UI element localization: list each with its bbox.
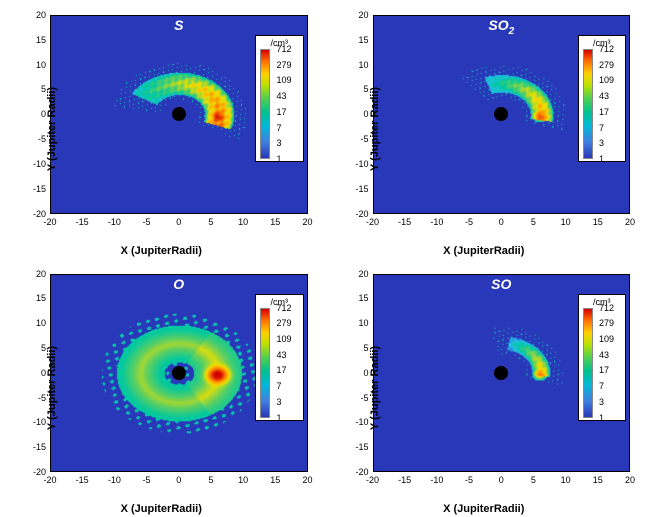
xlabel: X (JupiterRadii) <box>121 503 202 515</box>
colorbar-gradient <box>260 308 270 418</box>
xticks: -20-15-10-505101520 <box>373 217 631 231</box>
colorbar-labels: 7122791094317731 <box>599 49 623 159</box>
plot-area-SO2: SO2SO2 /cm³ 7122791094317731 <box>373 15 631 214</box>
colorbar-gradient <box>583 49 593 159</box>
xlabel: X (JupiterRadii) <box>443 503 524 515</box>
yticks: -20-15-10-505101520 <box>353 15 371 214</box>
jupiter-marker <box>172 366 186 380</box>
figure-grid: S /cm³ 7122791094317731 -20-15-10-505101… <box>0 0 645 517</box>
colorbar-labels: 7122791094317731 <box>277 308 301 418</box>
xlabel: X (JupiterRadii) <box>443 245 524 257</box>
yticks: -20-15-10-505101520 <box>353 274 371 473</box>
plot-area-S: S /cm³ 7122791094317731 <box>50 15 308 214</box>
plot-area-SO: SO /cm³ 7122791094317731 <box>373 274 631 473</box>
colorbar-gradient <box>583 308 593 418</box>
panel-title: O <box>173 276 184 292</box>
jupiter-marker <box>172 107 186 121</box>
xticks: -20-15-10-505101520 <box>373 475 631 489</box>
ylabel: Y (Jupiter Radii) <box>46 346 58 430</box>
panel-O: O /cm³ 7122791094317731 -20-15-10-505101… <box>0 259 323 517</box>
panel-S: S /cm³ 7122791094317731 -20-15-10-505101… <box>0 0 323 259</box>
ylabel: Y (Jupiter Radii) <box>369 346 381 430</box>
plot-area-O: O /cm³ 7122791094317731 <box>50 274 308 473</box>
colorbar: /cm³ 7122791094317731 <box>255 35 303 162</box>
panel-SO: SO /cm³ 7122791094317731 -20-15-10-50510… <box>323 259 645 517</box>
xticks: -20-15-10-505101520 <box>50 475 308 489</box>
jupiter-marker <box>494 107 508 121</box>
colorbar-labels: 7122791094317731 <box>277 49 301 159</box>
colorbar: /cm³ 7122791094317731 <box>578 35 626 162</box>
xlabel: X (JupiterRadii) <box>121 245 202 257</box>
colorbar: /cm³ 7122791094317731 <box>578 294 626 421</box>
panel-title: SO <box>491 276 511 292</box>
colorbar-gradient <box>260 49 270 159</box>
ylabel: Y (Jupiter Radii) <box>369 87 381 171</box>
panel-title: SO2SO2 <box>488 17 514 37</box>
panel-SO2: SO2SO2 /cm³ 7122791094317731 -20-15-10-5… <box>323 0 645 259</box>
colorbar-labels: 7122791094317731 <box>599 308 623 418</box>
xticks: -20-15-10-505101520 <box>50 217 308 231</box>
ylabel: Y (Jupiter Radii) <box>46 87 58 171</box>
jupiter-marker <box>494 366 508 380</box>
colorbar: /cm³ 7122791094317731 <box>255 294 303 421</box>
panel-title: S <box>174 17 183 33</box>
